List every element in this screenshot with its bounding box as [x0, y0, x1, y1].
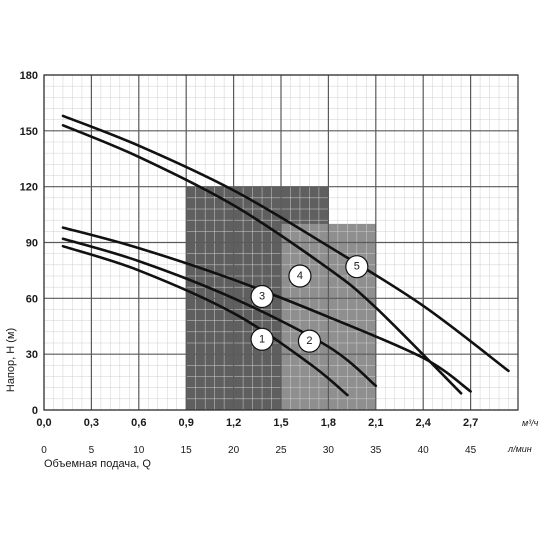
curve-label-text: 5: [354, 261, 360, 273]
curve-5: [61, 114, 510, 373]
x-tick-label-m3h: 1,8: [321, 417, 336, 429]
x-tick-label-lmin: 15: [181, 445, 193, 456]
curve-4: [61, 124, 463, 395]
x-tick-labels-m3h: 0,0 0,3 0,6 0,9 1,2 1,5 1,8 2,1 2,4 2,7: [36, 417, 478, 429]
curve-labels: 1 2 3 4 5: [250, 255, 369, 353]
x-tick-label-m3h: 2,4: [416, 417, 432, 429]
x-tick-label-m3h: 0,6: [131, 417, 146, 429]
x-tick-label-lmin: 20: [228, 445, 240, 456]
curve-label-3: 3: [250, 284, 274, 309]
curve-label-circle: [288, 264, 312, 288]
y-tick-label: 0: [32, 405, 38, 417]
x-tick-label-m3h: 0,3: [84, 417, 99, 429]
curve-label-4: 4: [288, 264, 312, 288]
curve-label-circle: [297, 329, 322, 353]
x-tick-label-m3h: 2,7: [463, 417, 478, 429]
x-tick-label-m3h: 1,5: [273, 417, 288, 429]
x-tick-label-lmin: 25: [275, 445, 287, 456]
x-tick-labels-lmin: 0 5 10 15 20 25 30 35 40 45: [41, 445, 476, 456]
y-tick-label: 90: [26, 238, 38, 250]
curve-label-text: 1: [259, 333, 265, 345]
curve-1: [61, 244, 349, 397]
x-tick-label-lmin: 45: [465, 445, 477, 456]
x-tick-label-lmin: 30: [323, 445, 335, 456]
y-tick-label: 60: [26, 293, 38, 305]
x-tick-label-lmin: 10: [133, 445, 145, 456]
curve-label-text: 4: [297, 270, 303, 282]
curve-label-2: 2: [297, 329, 322, 353]
curve-label-circle: [345, 255, 369, 279]
x-axis-title: Объемная подача, Q: [44, 458, 151, 470]
x-tick-label-m3h: 0,0: [36, 417, 51, 429]
curve-2: [61, 237, 378, 388]
y-axis-title: Напор, H (м): [5, 328, 17, 392]
x-tick-label-lmin: 5: [89, 445, 95, 456]
y-tick-label: 150: [20, 126, 38, 138]
curve-label-circle: [250, 327, 274, 351]
curve-3: [61, 226, 472, 393]
y-tick-label: 30: [26, 349, 38, 361]
x-unit-secondary: л/мин: [507, 444, 532, 454]
x-tick-label-lmin: 35: [370, 445, 382, 456]
curve-label-text: 3: [259, 290, 265, 302]
x-tick-label-m3h: 2,1: [368, 417, 383, 429]
x-tick-label-lmin: 40: [418, 445, 430, 456]
x-tick-label-lmin: 0: [41, 445, 47, 456]
curve-label-circle: [250, 284, 274, 309]
x-unit-primary: м³/ч: [522, 418, 539, 428]
curve-label-5: 5: [345, 255, 369, 279]
x-tick-label-m3h: 1,2: [226, 417, 241, 429]
y-tick-label: 180: [20, 70, 38, 82]
x-tick-label-m3h: 0,9: [179, 417, 194, 429]
y-tick-labels: 0 30 60 90 120 150 180: [20, 70, 38, 417]
curve-label-text: 2: [306, 335, 312, 347]
pump-curves: [61, 114, 510, 397]
y-tick-label: 120: [20, 182, 38, 194]
curve-label-1: 1: [250, 327, 274, 351]
